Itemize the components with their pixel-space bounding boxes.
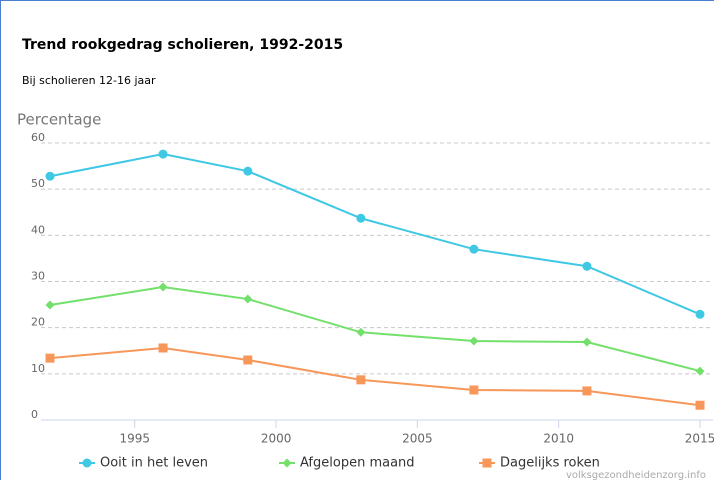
data-point [582,337,592,347]
x-tick-label: 2005 [402,432,433,446]
data-point [243,294,253,304]
data-point [158,282,168,292]
data-point [45,353,55,363]
data-point [695,366,705,376]
y-tick-label: 0 [31,408,38,421]
data-point [45,171,55,181]
x-tick-label: 2000 [261,432,292,446]
x-tick-label: 1995 [120,432,151,446]
legend-label[interactable]: Dagelijks roken [500,456,600,471]
legend-label[interactable]: Ooit in het leven [100,456,208,471]
data-point [158,343,168,353]
legend-label[interactable]: Afgelopen maand [300,456,415,471]
y-tick-label: 30 [31,270,45,283]
y-tick-label: 10 [31,362,45,375]
legend-marker [82,458,92,468]
data-point [469,336,479,346]
y-axis-title: Percentage [17,111,101,129]
y-tick-label: 40 [31,223,45,236]
legend-marker [482,458,492,468]
data-point [469,385,479,395]
y-tick-label: 20 [31,316,45,329]
series-line [49,286,701,373]
data-point [45,300,55,310]
data-point [356,375,366,385]
data-point [243,355,253,365]
data-point [158,149,168,159]
data-point [356,213,366,223]
data-point [356,327,366,337]
chart-subtitle: Bij scholieren 12-16 jaar [22,74,156,87]
data-point [469,244,479,254]
chart-title: Trend rookgedrag scholieren, 1992-2015 [22,37,343,53]
credit: volksgezondheidenzorg.info [566,470,706,480]
data-point [243,166,253,176]
data-point [582,261,592,271]
y-tick-label: 50 [31,177,45,190]
data-point [695,309,705,319]
x-tick-label: 2015 [685,432,714,446]
data-point [695,400,705,410]
y-tick-label: 60 [31,131,45,144]
legend-marker [282,458,292,468]
series-line [49,346,701,407]
data-point [582,386,592,396]
x-tick-label: 2010 [543,432,574,446]
